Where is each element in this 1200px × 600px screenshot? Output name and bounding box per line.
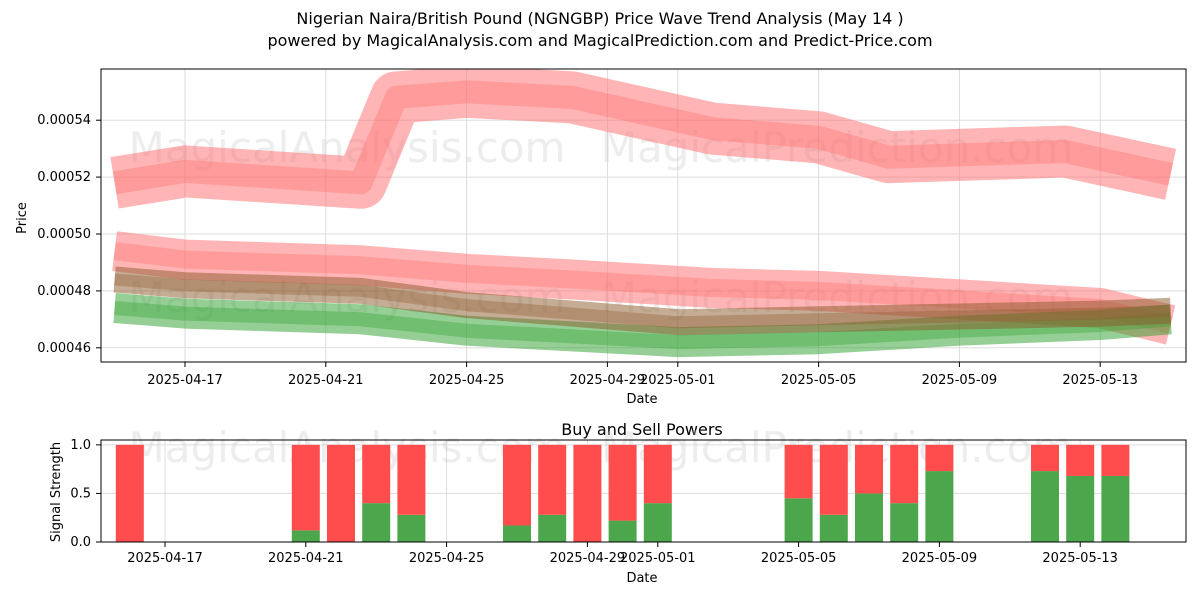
sell-bar-2025-04-24 [397, 444, 426, 515]
buy-bar-2025-05-01 [643, 503, 672, 542]
price-x-tick-label: 2025-05-13 [1062, 373, 1138, 388]
signal-x-tick-label: 2025-05-05 [761, 551, 837, 566]
buy-bar-2025-05-12 [1031, 471, 1059, 542]
sell-bar-2025-05-01 [643, 444, 672, 504]
sell-bar-2025-05-07 [855, 444, 883, 494]
signal-x-tick-label: 2025-05-09 [902, 551, 978, 566]
sell-bar-2025-04-27 [503, 444, 531, 526]
signal-y-axis: 0.0 0.5 1.0 [70, 438, 101, 550]
price-x-tick-label: 2025-04-25 [429, 373, 505, 388]
buy-bar-2025-04-21 [291, 530, 320, 542]
signal-y-label: Signal Strength [49, 442, 64, 542]
price-y-tick-label: 0.00048 [37, 284, 91, 299]
signal-bars [115, 444, 1130, 542]
price-y-label: Price [15, 202, 30, 234]
sell-bar-2025-05-14 [1101, 444, 1130, 476]
buy-bar-2025-05-09 [925, 471, 954, 542]
sell-bar-2025-04-30 [608, 444, 637, 521]
sell-bar-2025-05-06 [819, 444, 848, 515]
sell-bar-2025-05-13 [1066, 444, 1095, 476]
sell-bar-2025-04-21 [291, 444, 320, 531]
price-x-tick-label: 2025-05-05 [781, 373, 857, 388]
price-x-tick-label: 2025-04-21 [288, 373, 364, 388]
price-y-tick-label: 0.00046 [37, 341, 91, 356]
buy-bar-2025-05-07 [855, 493, 883, 542]
upper-red-wave-band [110, 69, 1177, 209]
signal-x-tick-label: 2025-04-25 [409, 551, 485, 566]
price-plot-frame [100, 68, 1187, 363]
price-x-tick-label: 2025-04-29 [570, 373, 646, 388]
buy-bar-2025-04-24 [397, 514, 426, 542]
signal-y-tick-label: 0.0 [70, 535, 91, 550]
buy-bar-2025-04-23 [362, 503, 391, 542]
price-x-tick-label: 2025-05-09 [922, 373, 998, 388]
price-x-axis: 2025-04-17 2025-04-21 2025-04-25 2025-04-29… [147, 362, 1138, 388]
price-x-label: Date [626, 392, 657, 407]
price-y-tick-label: 0.00052 [37, 170, 91, 185]
buy-bar-2025-05-14 [1101, 475, 1130, 542]
upper-red-wave-core [112, 80, 1174, 195]
signal-x-tick-label: 2025-05-13 [1042, 551, 1118, 566]
chart-title-line1: Nigerian Naira/British Pound (NGNGBP) Pr… [296, 9, 904, 28]
signal-x-tick-label: 2025-04-21 [268, 551, 344, 566]
signal-chart-title: Buy and Sell Powers [561, 420, 723, 439]
sell-bar-2025-04-28 [538, 444, 567, 515]
signal-x-tick-label: 2025-04-29 [550, 551, 626, 566]
sell-bar-2025-05-09 [925, 444, 954, 472]
buy-bar-2025-05-05 [784, 498, 813, 542]
sell-bar-2025-05-05 [784, 444, 813, 499]
signal-y-tick-label: 1.0 [70, 438, 91, 453]
buy-bar-2025-05-13 [1066, 475, 1095, 542]
sell-bar-2025-05-08 [890, 444, 919, 504]
price-y-tick-label: 0.00050 [37, 227, 91, 242]
signal-y-tick-label: 0.5 [70, 486, 91, 501]
buy-bar-2025-04-27 [503, 525, 531, 542]
price-y-tick-label: 0.00054 [37, 113, 91, 128]
buy-bar-2025-04-28 [538, 514, 567, 542]
buy-bar-2025-04-30 [608, 520, 637, 542]
signal-x-tick-label: 2025-05-01 [620, 551, 696, 566]
sell-bar-2025-04-29 [573, 444, 602, 542]
price-x-tick-label: 2025-05-01 [640, 373, 716, 388]
signal-x-tick-label: 2025-04-17 [127, 551, 203, 566]
sell-bar-2025-04-16 [115, 444, 144, 542]
price-x-tick-label: 2025-04-17 [147, 373, 223, 388]
brown-wave-core [114, 273, 1171, 329]
sell-bar-2025-05-12 [1031, 444, 1059, 472]
signal-plot-frame [100, 439, 1187, 543]
signal-x-label: Date [626, 571, 657, 586]
sell-bar-2025-04-23 [362, 444, 391, 504]
signal-x-axis: 2025-04-17 2025-04-21 2025-04-25 2025-04-29… [127, 542, 1118, 566]
buy-bar-2025-05-06 [819, 514, 848, 542]
chart-title-line2: powered by MagicalAnalysis.com and Magic… [267, 31, 933, 50]
price-wave-bands [110, 69, 1177, 358]
buy-bar-2025-05-08 [890, 503, 919, 542]
brown-wave-band [113, 266, 1172, 336]
price-y-axis: 0.00046 0.00048 0.00050 0.00052 0.00054 [37, 113, 101, 356]
sell-bar-2025-04-22 [327, 444, 355, 542]
